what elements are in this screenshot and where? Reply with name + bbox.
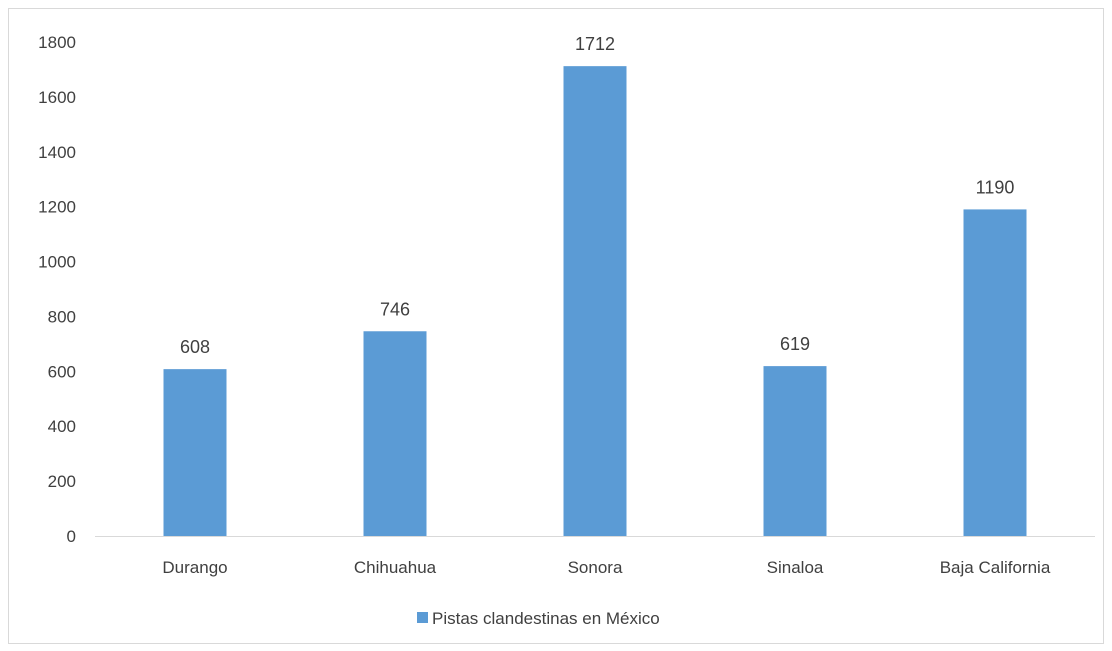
y-tick-label: 800	[48, 307, 76, 326]
y-tick-label: 1000	[38, 253, 76, 272]
data-label: 746	[380, 299, 410, 319]
category-label: Baja California	[940, 558, 1051, 577]
y-tick-label: 1200	[38, 198, 76, 217]
x-axis: Durango Chihuahua Sonora Sinaloa Baja Califo…	[95, 536, 1095, 577]
bar	[963, 209, 1027, 536]
legend-swatch	[417, 612, 428, 623]
category-label: Durango	[162, 558, 227, 577]
category-label: Sonora	[568, 558, 623, 577]
y-tick-label: 400	[48, 417, 76, 436]
legend-label: Pistas clandestinas en México	[432, 609, 660, 628]
data-label: 1712	[575, 34, 615, 54]
y-tick-label: 0	[67, 527, 76, 546]
bar	[163, 369, 227, 536]
bar	[763, 366, 827, 536]
chart-frame	[8, 8, 1104, 644]
bar	[363, 331, 427, 536]
data-label: 608	[180, 337, 210, 357]
y-tick-label: 1400	[38, 143, 76, 162]
data-label: 619	[780, 334, 810, 354]
legend: Pistas clandestinas en México	[417, 609, 660, 628]
data-label: 1190	[976, 177, 1015, 197]
y-tick-label: 600	[48, 362, 76, 381]
y-axis: 0 200 400 600 800 1000 1200 1400 1600 1800	[38, 33, 76, 546]
y-tick-label: 1800	[38, 33, 76, 52]
category-label: Chihuahua	[354, 558, 437, 577]
y-tick-label: 200	[48, 472, 76, 491]
bar	[563, 66, 627, 536]
data-labels: 608 746 1712 619 1190	[180, 34, 1014, 357]
bars	[163, 66, 1027, 536]
y-tick-label: 1600	[38, 88, 76, 107]
category-label: Sinaloa	[767, 558, 824, 577]
